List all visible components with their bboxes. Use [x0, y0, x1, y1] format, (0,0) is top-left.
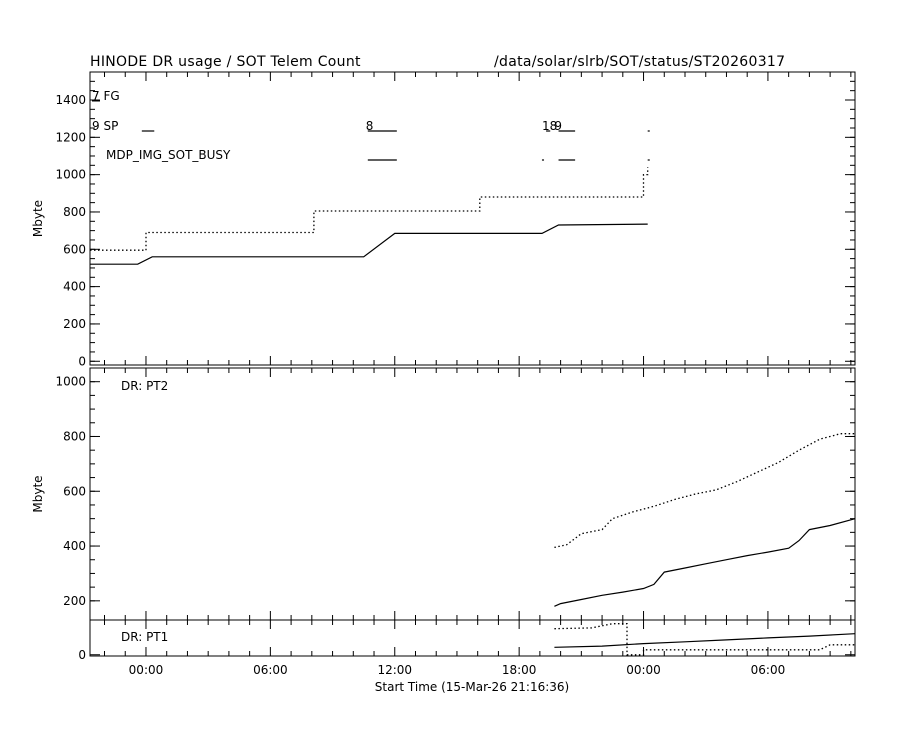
x-axis-label: Start Time (15-Mar-26 21:16:36) [375, 680, 569, 694]
y-tick-label: 0 [78, 354, 86, 368]
instrument-label: 7 FG [92, 89, 120, 103]
series-solid-line [554, 518, 856, 607]
panel-bottom: 0 DR: PT1 [78, 619, 856, 662]
y-tick-label: 1000 [55, 168, 86, 182]
x-tick-label: 00:00 [129, 663, 164, 677]
marker-label: 9 [554, 119, 562, 133]
x-tick-label: 18:00 [502, 663, 537, 677]
y-tick-label: 600 [63, 484, 86, 498]
panel-frame [89, 71, 856, 366]
y-tick-label: 600 [63, 242, 86, 256]
x-tick-label: 12:00 [377, 663, 412, 677]
x-tick-label: 06:00 [253, 663, 288, 677]
y-tick-label: 400 [63, 280, 86, 294]
y-tick-label: 1000 [55, 375, 86, 389]
y-tick-label: 800 [63, 205, 86, 219]
dr-label: DR: PT1 [121, 630, 168, 644]
dr-label: DR: PT2 [121, 379, 168, 393]
chart-title: HINODE DR usage / SOT Telem Count [90, 54, 361, 70]
y-tick-label: 400 [63, 539, 86, 553]
y-tick-label: 800 [63, 429, 86, 443]
panel-frame [89, 619, 856, 657]
instrument-label: MDP_IMG_SOT_BUSY [106, 148, 231, 162]
series-solid-line [90, 223, 648, 265]
plot-panels: 0 200 400 600 800 1000 1200 1400 Mbyte 7 FG 9 SP MD… [31, 71, 856, 677]
panel-top: 0 200 400 600 800 1000 1200 1400 Mbyte 7 FG 9 SP MD… [31, 71, 856, 368]
data-path: /data/solar/slrb/SOT/status/ST20260317 [494, 54, 785, 70]
x-tick-label: 00:00 [626, 663, 661, 677]
marker-label: 8 [366, 119, 374, 133]
series-solid-line [554, 633, 856, 648]
y-tick-label: 1400 [55, 93, 86, 107]
marker-label: 18 [542, 119, 557, 133]
series-dotted-line [90, 167, 649, 251]
instrument-label: 9 SP [92, 119, 118, 133]
panel-middle: 200 400 600 800 1000 Mbyte DR: PT2 [31, 367, 856, 621]
y-tick-label: 1200 [55, 130, 86, 144]
panel-frame [89, 367, 856, 621]
x-tick-label: 06:00 [751, 663, 786, 677]
y-axis-label: Mbyte [31, 475, 45, 512]
y-tick-label: 200 [63, 594, 86, 608]
y-tick-label: 0 [78, 648, 86, 662]
series-dotted-line [554, 623, 855, 656]
y-axis-label: Mbyte [31, 200, 45, 237]
series-dotted-line [554, 433, 855, 549]
y-tick-label: 200 [63, 317, 86, 331]
